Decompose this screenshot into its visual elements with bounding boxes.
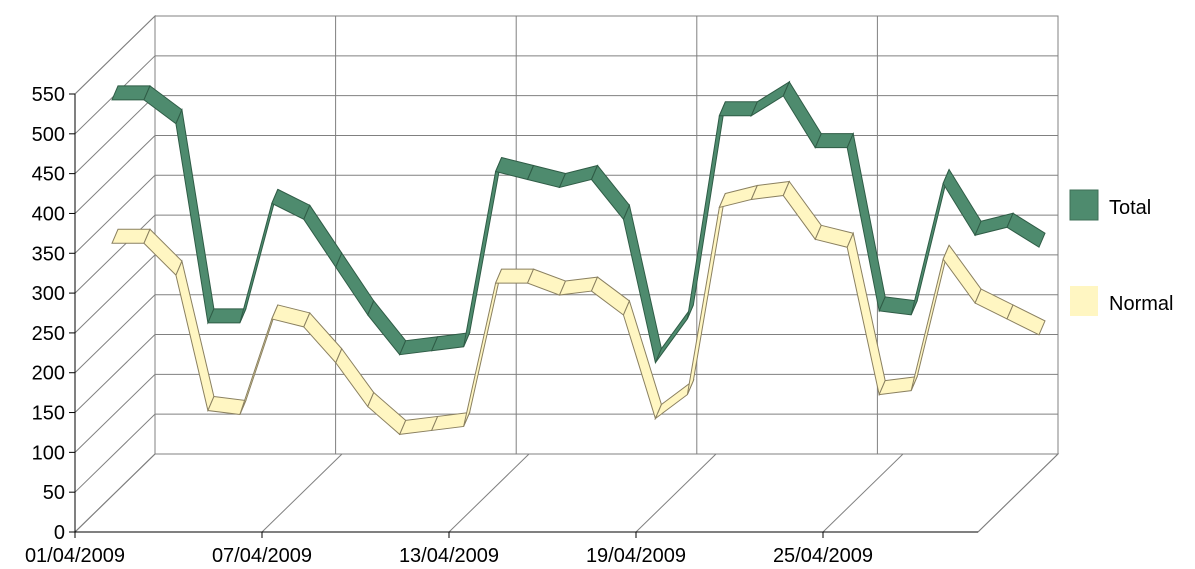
line-segment: [558, 276, 599, 296]
line-segment: [782, 180, 822, 241]
gridline-y: [74, 15, 1058, 95]
series-total: [111, 80, 1046, 365]
line-segment: [111, 228, 151, 244]
gridline-y: [74, 55, 1058, 135]
y-tick-label: 50: [43, 482, 65, 504]
floor-diagonal: [635, 453, 717, 533]
y-tick-label: 150: [32, 403, 65, 425]
floor-diagonal: [74, 453, 156, 533]
line-segment: [974, 212, 1014, 236]
line-segment: [430, 332, 471, 352]
line-segment: [782, 80, 822, 149]
line-segment: [1006, 304, 1046, 336]
legend-label-total: Total: [1109, 197, 1151, 219]
line-segment: [239, 189, 279, 324]
legend: Total Normal: [1069, 189, 1173, 316]
x-tick-label: 13/04/2009: [399, 545, 499, 567]
line-segment: [718, 101, 759, 117]
line-segment: [526, 164, 567, 189]
line-segment: [846, 131, 886, 313]
line-segment: [367, 391, 407, 436]
line-segment: [654, 304, 694, 363]
line-segment: [814, 224, 854, 248]
line-segment: [910, 245, 950, 391]
floor-diagonal: [822, 453, 904, 533]
y-tick-label: 300: [32, 283, 65, 305]
legend-swatch-total: [1069, 189, 1099, 221]
line-segment: [207, 395, 247, 416]
floor-diagonal: [977, 453, 1059, 533]
floor: [73, 453, 1060, 533]
line-segment: [494, 156, 535, 181]
line-segment: [942, 168, 982, 237]
y-tick-label: 500: [32, 124, 65, 146]
y-tick-label: 200: [32, 363, 65, 385]
y-tick-label: 250: [32, 323, 65, 345]
series-layer: [111, 80, 1046, 436]
y-tick-label: 400: [32, 203, 65, 225]
line-segment: [718, 184, 759, 209]
line-segment: [846, 231, 886, 397]
y-tick-label: 100: [32, 442, 65, 464]
line-segment: [558, 164, 599, 189]
back-wall: [154, 15, 1059, 455]
line-segment: [974, 288, 1014, 320]
series-normal: [111, 180, 1046, 436]
x-tick-label: 07/04/2009: [212, 545, 312, 567]
line-segment: [463, 157, 503, 347]
legend-label-normal: Normal: [1109, 293, 1173, 315]
line-segment: [335, 347, 375, 408]
line-segment: [590, 164, 631, 221]
line-segment: [430, 411, 471, 432]
line-segment: [143, 85, 183, 125]
line-segment: [398, 336, 439, 356]
line-segment: [239, 304, 279, 415]
line-segment: [750, 180, 791, 201]
line-segment: [910, 169, 950, 316]
x-tick-label: 25/04/2009: [773, 545, 873, 567]
line-segment: [622, 203, 662, 365]
x-tick-label: 19/04/2009: [586, 545, 686, 567]
x-axis-ticks: 01/04/2009 07/04/2009 13/04/2009 19/04/2009…: [25, 545, 873, 567]
legend-swatch-normal: [1070, 286, 1098, 316]
line-segment: [398, 415, 439, 436]
line-segment: [526, 268, 567, 296]
line-segment: [654, 379, 695, 421]
gridlines: [74, 15, 1059, 538]
y-tick-label: 550: [32, 84, 65, 106]
y-tick-label: 450: [32, 164, 65, 186]
line-segment: [814, 133, 854, 149]
floor-diagonal: [261, 453, 343, 533]
y-tick-label: 350: [32, 243, 65, 265]
x-tick-label: 01/04/2009: [25, 545, 125, 567]
line-segment: [590, 276, 631, 316]
y-tick-label: 0: [54, 522, 65, 544]
line-segment: [367, 299, 407, 356]
line-segment: [463, 268, 503, 427]
line-segment: [271, 304, 311, 328]
line-segment: [143, 228, 183, 277]
line-segment: [494, 268, 535, 284]
gridline-y: [74, 95, 1058, 174]
gridline-y: [74, 413, 1058, 493]
y-axis-ticks: 0 50 100 150 200 250 300 350 400 450 500 550: [32, 84, 978, 544]
chart-walls: [73, 14, 1060, 534]
gridline-y: [74, 174, 1058, 254]
line-segment: [335, 252, 375, 316]
line-segment: [750, 80, 791, 118]
line-segment: [111, 85, 151, 101]
floor-diagonal: [448, 453, 530, 533]
line-segment: [1006, 212, 1046, 248]
